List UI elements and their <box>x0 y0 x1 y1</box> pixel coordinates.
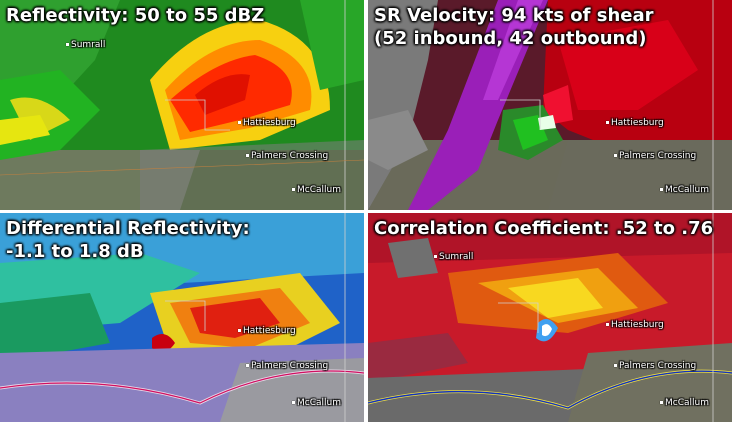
city-marker <box>614 154 617 157</box>
city-marker <box>246 364 249 367</box>
city-marker <box>292 188 295 191</box>
city-label-hattiesburg: Hattiesburg <box>238 326 296 336</box>
city-marker <box>606 323 609 326</box>
city-marker <box>434 255 437 258</box>
correlation-coefficient-panel: Correlation Coefficient: .52 to .76 Sumr… <box>368 213 732 422</box>
city-label-mccallum: McCallum <box>660 185 709 195</box>
correlation-coefficient-title: Correlation Coefficient: .52 to .76 <box>374 218 714 239</box>
city-marker <box>292 401 295 404</box>
velocity-panel: SR Velocity: 94 kts of shear (52 inbound… <box>368 0 732 210</box>
city-marker <box>246 154 249 157</box>
city-marker <box>66 43 69 46</box>
reflectivity-title: Reflectivity: 50 to 55 dBZ <box>6 5 265 26</box>
differential-reflectivity-map <box>0 213 364 422</box>
city-label-palmers-crossing: Palmers Crossing <box>614 361 696 371</box>
velocity-title: SR Velocity: 94 kts of shear (52 inbound… <box>374 5 654 49</box>
differential-reflectivity-title: Differential Reflectivity: -1.1 to 1.8 d… <box>6 218 250 262</box>
city-label-mccallum: McCallum <box>292 398 341 408</box>
city-label-hattiesburg: Hattiesburg <box>606 320 664 330</box>
city-marker <box>238 329 241 332</box>
reflectivity-map <box>0 0 364 210</box>
city-label-palmers-crossing: Palmers Crossing <box>246 361 328 371</box>
velocity-map <box>368 0 732 210</box>
city-label-sumrall: Sumrall <box>66 40 105 50</box>
city-marker <box>606 121 609 124</box>
city-label-mccallum: McCallum <box>292 185 341 195</box>
city-label-palmers-crossing: Palmers Crossing <box>614 151 696 161</box>
city-label-sumrall: Sumrall <box>434 252 473 262</box>
city-label-hattiesburg: Hattiesburg <box>606 118 664 128</box>
reflectivity-panel: Reflectivity: 50 to 55 dBZ Sumrall Hatti… <box>0 0 364 210</box>
city-marker <box>660 401 663 404</box>
city-label-hattiesburg: Hattiesburg <box>238 118 296 128</box>
city-marker <box>660 188 663 191</box>
city-marker <box>238 121 241 124</box>
correlation-coefficient-map <box>368 213 732 422</box>
city-label-palmers-crossing: Palmers Crossing <box>246 151 328 161</box>
differential-reflectivity-panel: Differential Reflectivity: -1.1 to 1.8 d… <box>0 213 364 422</box>
city-marker <box>614 364 617 367</box>
horizontal-divider <box>0 210 732 213</box>
city-label-mccallum: McCallum <box>660 398 709 408</box>
